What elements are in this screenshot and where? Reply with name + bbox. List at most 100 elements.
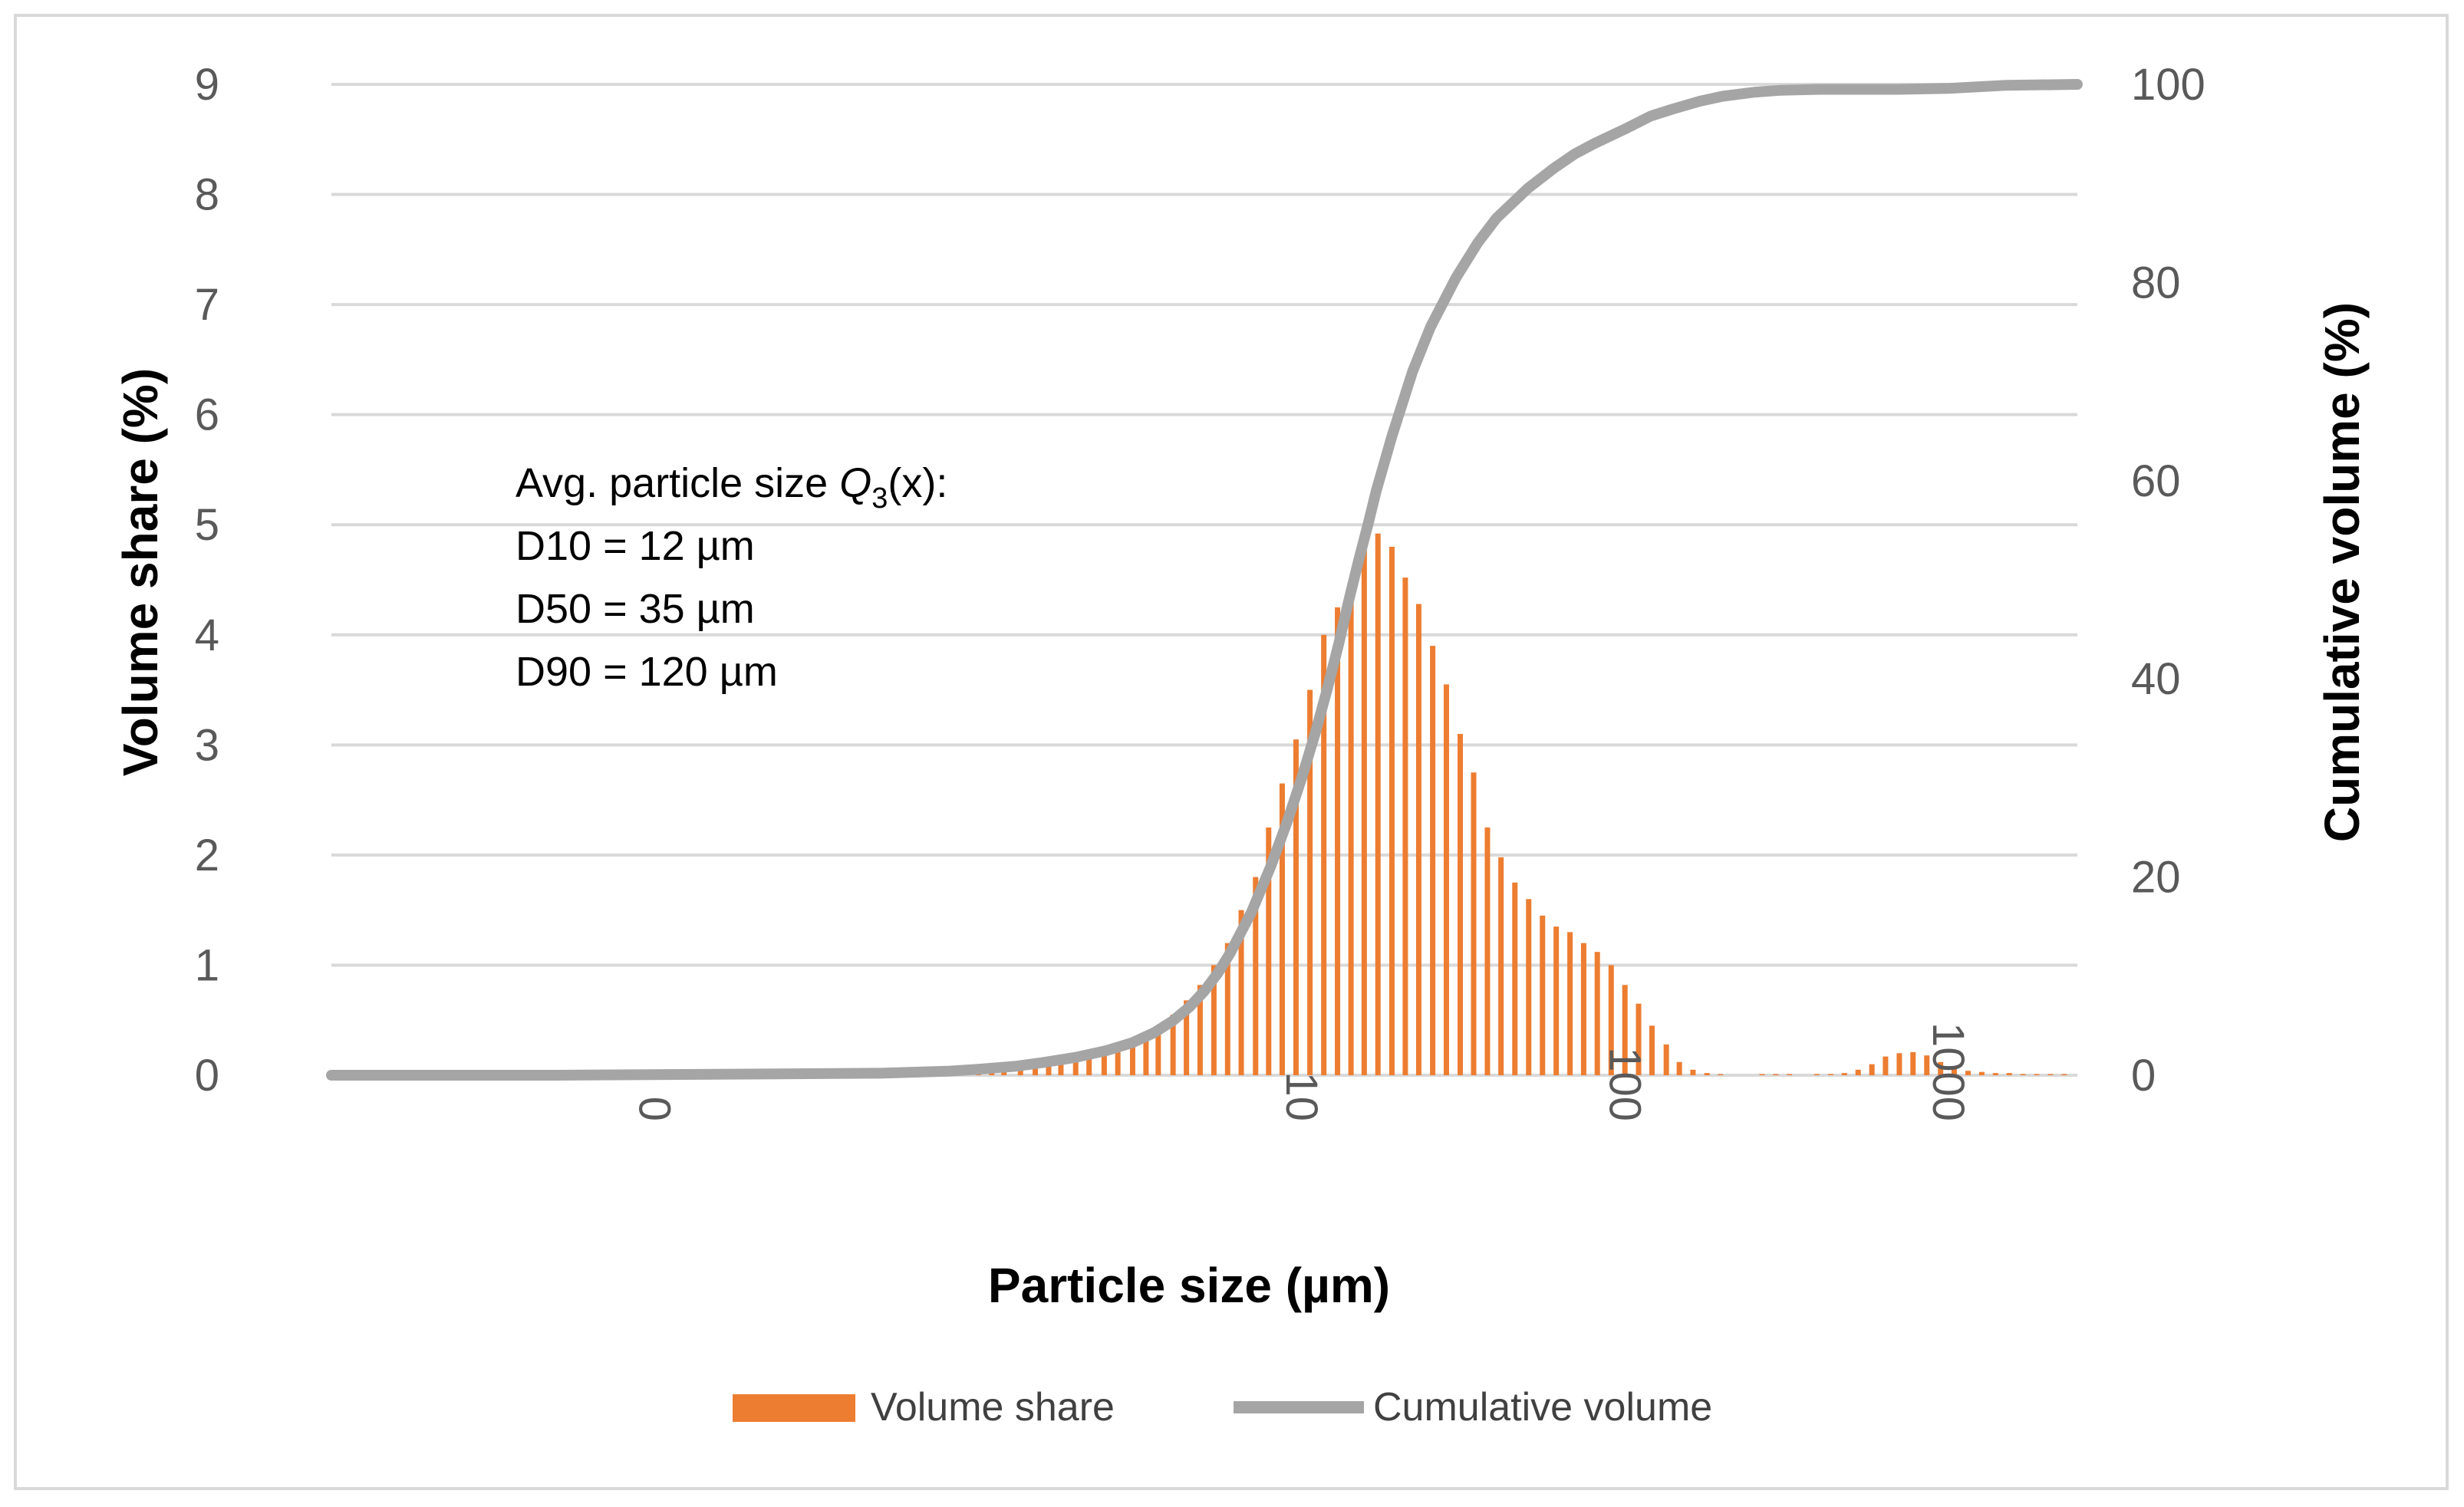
volume-share-bars: [960, 533, 2067, 1075]
volume-share-bar: [1813, 1074, 1820, 1075]
volume-share-bar: [1649, 1025, 1655, 1075]
volume-share-bar: [1253, 877, 1259, 1075]
volume-share-bar: [1869, 1064, 1875, 1075]
gridlines: [331, 83, 2077, 1077]
volume-share-bar: [1841, 1073, 1847, 1075]
chart-frame: [14, 14, 2449, 1490]
volume-share-bar: [1883, 1056, 1889, 1075]
x-tick-label: 1000: [1923, 1022, 1973, 1121]
volume-share-bar: [1211, 965, 1217, 1075]
volume-share-bar: [1965, 1071, 1971, 1075]
volume-share-bar: [1266, 828, 1272, 1075]
legend-label-cumulative-volume: Cumulative volume: [1373, 1385, 1712, 1430]
volume-share-bar: [2034, 1074, 2040, 1075]
volume-share-bar: [1896, 1053, 1902, 1075]
volume-share-bar: [1759, 1074, 1765, 1075]
volume-share-bar: [1594, 952, 1600, 1075]
volume-share-bar: [1992, 1073, 1998, 1075]
y-axis-title: Volume share (%): [113, 368, 168, 776]
volume-share-bar: [1155, 1025, 1161, 1075]
volume-share-bar: [1704, 1073, 1710, 1075]
volume-share-bar: [1430, 646, 1436, 1075]
volume-share-bar: [1279, 783, 1285, 1075]
volume-share-bar: [1580, 943, 1586, 1075]
volume-share-bar: [1540, 915, 1546, 1075]
volume-share-bar: [1184, 1000, 1190, 1075]
volume-share-bar: [1622, 985, 1628, 1075]
volume-share-bar: [1676, 1061, 1682, 1075]
y-tick-label: 3: [195, 720, 219, 770]
legend-label-volume-share: Volume share: [871, 1385, 1115, 1430]
legend: Volume share Cumulative volume: [733, 1385, 1712, 1430]
y2-tick-label: 40: [2131, 654, 2181, 704]
volume-share-bar: [2061, 1074, 2067, 1075]
y-tick-label: 9: [195, 60, 219, 110]
volume-share-bar: [1443, 684, 1449, 1075]
x-tick-label: 10: [1276, 1071, 1326, 1121]
volume-share-bar: [1608, 965, 1614, 1075]
volume-share-bar: [1033, 1064, 1039, 1075]
volume-share-bar: [1910, 1051, 1916, 1075]
volume-share-bar: [1293, 739, 1299, 1075]
cumulative-volume-line-group: [326, 79, 2083, 1081]
volume-share-bar: [1115, 1044, 1121, 1075]
volume-share-bar: [1663, 1044, 1669, 1075]
volume-share-bar: [1718, 1074, 1724, 1075]
y2-tick-label: 0: [2131, 1051, 2156, 1101]
volume-share-bar: [1773, 1074, 1779, 1075]
y2-tick-label: 100: [2131, 60, 2205, 110]
volume-share-bar: [1636, 1003, 1642, 1075]
volume-share-bar: [1978, 1071, 1985, 1075]
volume-share-bar: [1526, 899, 1532, 1075]
volume-share-bar: [1058, 1059, 1064, 1075]
x-tick-label: 0: [630, 1097, 680, 1121]
volume-share-bar: [1512, 882, 1518, 1075]
y2-tick-label: 20: [2131, 853, 2181, 903]
volume-share-bar: [1553, 926, 1560, 1075]
volume-share-bar: [1402, 577, 1408, 1075]
volume-share-bar: [2020, 1074, 2026, 1075]
y2-axis-title: Cumulative volume (%): [2314, 302, 2370, 842]
volume-share-bar: [1855, 1069, 1861, 1075]
volume-share-bar: [1924, 1055, 1930, 1075]
volume-share-bar: [1348, 591, 1354, 1075]
y2-tick-label: 60: [2131, 456, 2181, 506]
y2-tick-label: 80: [2131, 258, 2181, 308]
volume-share-bar: [1197, 985, 1203, 1075]
volume-share-bar: [1375, 533, 1381, 1075]
volume-share-bar: [2047, 1074, 2054, 1075]
y-tick-label: 1: [195, 940, 219, 990]
volume-share-bar: [1484, 828, 1491, 1075]
annotation-box: Avg. particle size Q3(x): D10 = 12 µm D5…: [516, 460, 947, 695]
y-tick-label: 8: [195, 170, 219, 220]
y-tick-label: 6: [195, 390, 219, 440]
annotation-d10: D10 = 12 µm: [516, 523, 755, 569]
volume-share-bar: [1951, 1067, 1957, 1075]
volume-share-bar: [1498, 857, 1504, 1075]
volume-share-bar: [1787, 1074, 1793, 1075]
annotation-d90: D90 = 120 µm: [516, 649, 778, 695]
volume-share-bar: [1938, 1061, 1944, 1075]
volume-share-bar: [1086, 1053, 1092, 1075]
x-tick-label: 100: [1600, 1047, 1650, 1121]
volume-share-bar: [1415, 604, 1421, 1075]
y-tick-label: 2: [195, 831, 219, 880]
volume-share-bar: [1388, 546, 1395, 1075]
annotation-d50: D50 = 35 µm: [516, 586, 755, 632]
y-tick-label: 7: [195, 280, 219, 330]
volume-share-bar: [1690, 1069, 1696, 1075]
volume-share-bar: [2006, 1073, 2012, 1075]
volume-share-bar: [1335, 607, 1341, 1075]
volume-share-bar: [1072, 1056, 1079, 1075]
annotation-line-1: Avg. particle size Q3(x):: [516, 460, 947, 515]
cumulative-volume-line: [326, 79, 2083, 1081]
volume-share-bar: [1567, 932, 1573, 1075]
volume-share-bar: [1170, 1015, 1176, 1075]
volume-share-bar: [1224, 943, 1230, 1075]
y-tick-label: 5: [195, 500, 219, 550]
volume-share-bar: [1046, 1061, 1052, 1075]
volume-share-bar: [1129, 1038, 1135, 1075]
legend-swatch-volume-share: [733, 1394, 855, 1422]
